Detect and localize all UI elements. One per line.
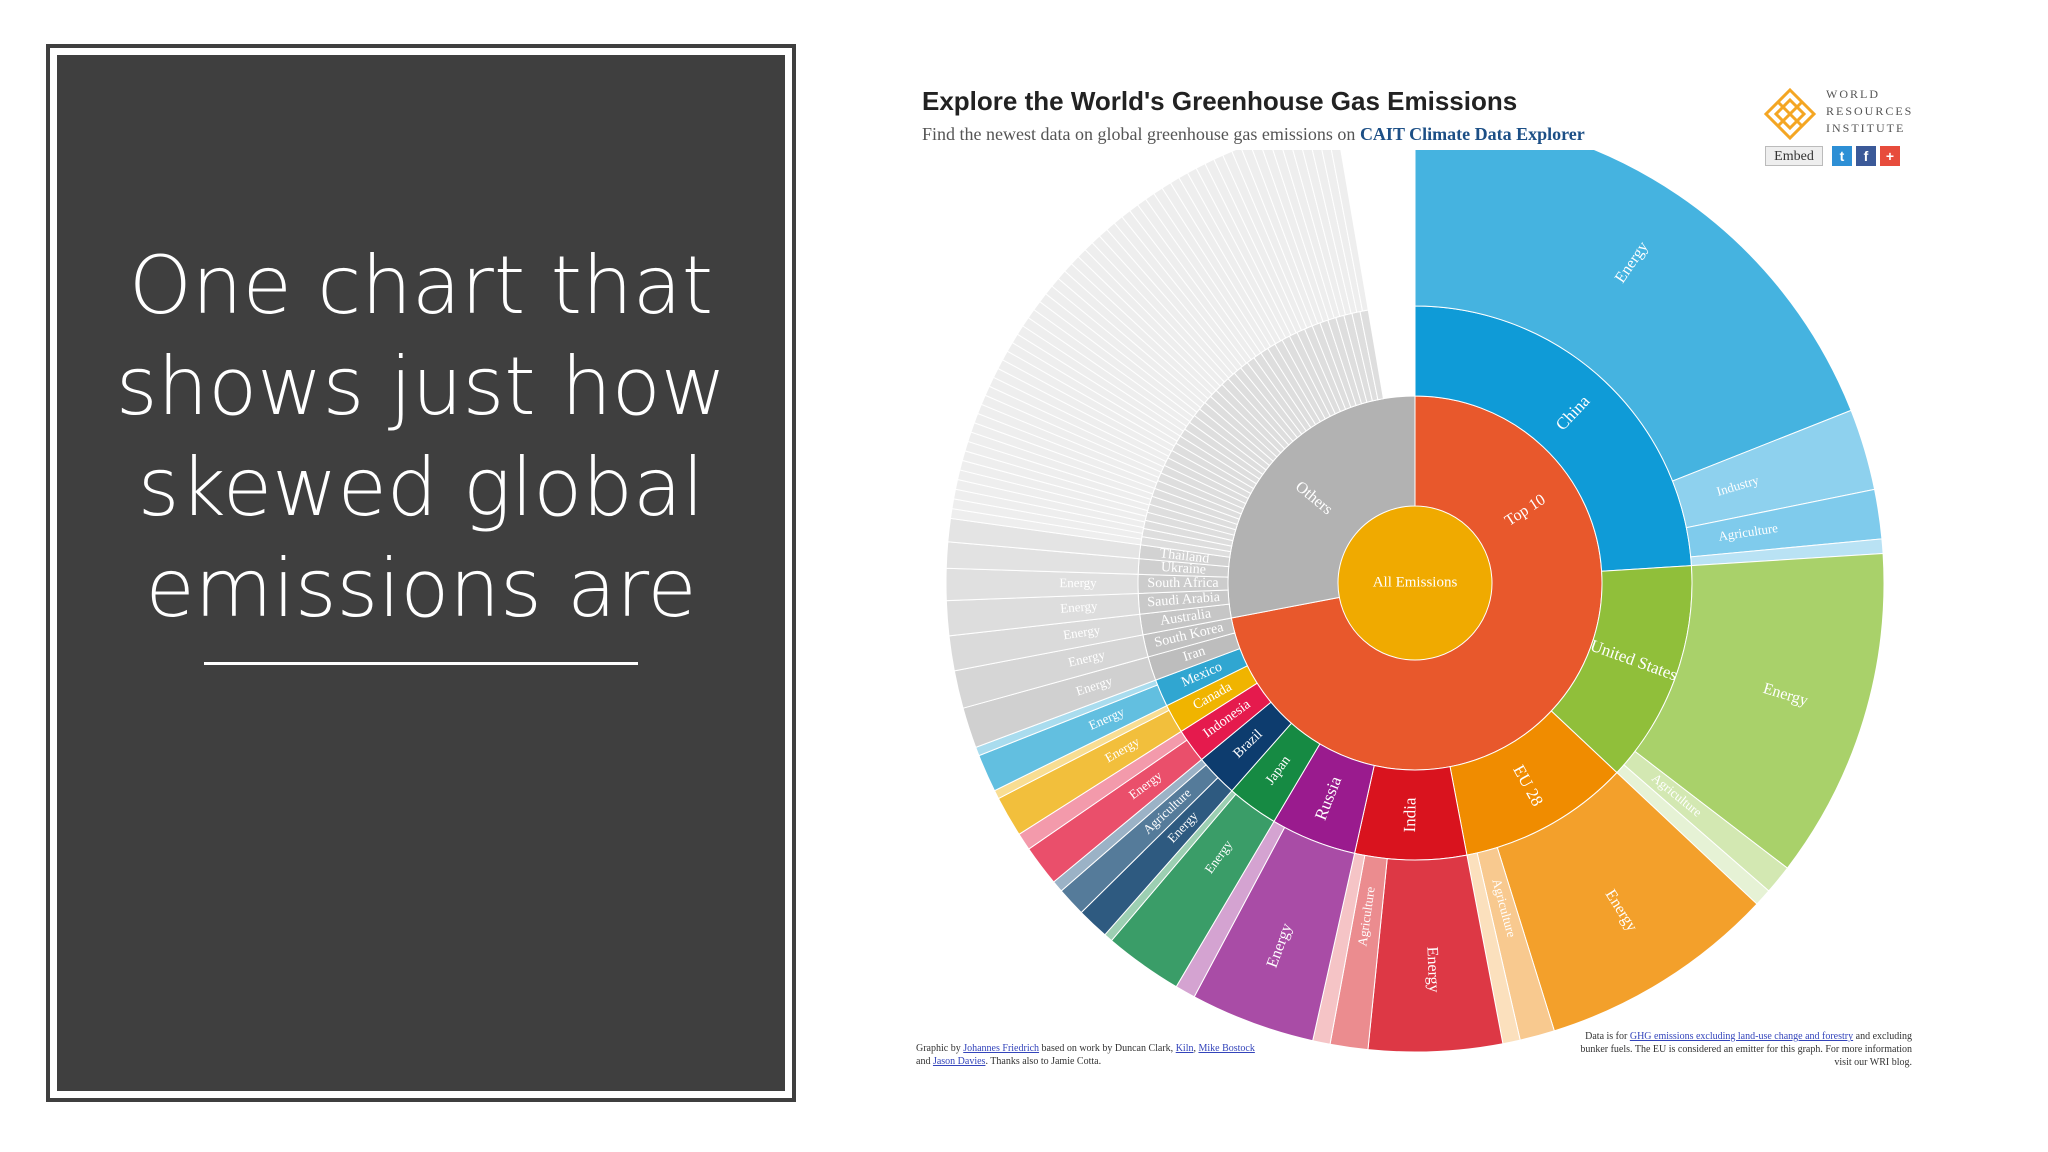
title-underline (204, 662, 638, 665)
wri-name-line3: INSTITUTE (1826, 121, 1906, 135)
facebook-icon[interactable]: f (1856, 146, 1876, 166)
credit-link-kiln[interactable]: Kiln (1175, 1043, 1194, 1054)
credit-link-ghg[interactable]: GHG emissions excluding land-use change … (1629, 1031, 1854, 1042)
wri-name: WORLD RESOURCES INSTITUTE (1826, 86, 1913, 137)
country-label-south-africa: South Africa (1147, 576, 1219, 591)
country-label-india: India (1400, 797, 1420, 833)
country-label-saudi-arabia: Saudi Arabia (1147, 590, 1221, 610)
wri-name-line2: RESOURCES (1826, 104, 1914, 118)
credit-link-davies[interactable]: Jason Davies (932, 1056, 986, 1067)
slide-title: One chart that shows just how skewed glo… (115, 239, 727, 635)
sector-arc-unlabeled-unlabeled[interactable] (1326, 150, 1369, 312)
embed-button[interactable]: Embed (1765, 146, 1823, 166)
center-all-emissions[interactable] (1338, 506, 1492, 660)
credit-text: based on work by Duncan Clark, (1041, 1043, 1174, 1054)
sector-label-saudi-arabia-energy: Energy (1060, 598, 1099, 616)
twitter-icon[interactable]: t (1832, 146, 1852, 166)
credit-text: and excluding bunker fuels. The EU is co… (1580, 1031, 1912, 1055)
credit-link-friedrich[interactable]: Johannes Friedrich (963, 1043, 1040, 1054)
center-label: All Emissions (1373, 574, 1458, 590)
wri-logo-icon (1763, 87, 1817, 141)
chart-subtitle-text: Find the newest data on global greenhous… (922, 124, 1356, 144)
cait-link[interactable]: CAIT Climate Data Explorer (1359, 124, 1585, 144)
credit-link-bostock[interactable]: Mike Bostock (1198, 1043, 1255, 1054)
chart-title: Explore the World's Greenhouse Gas Emiss… (922, 86, 1518, 116)
title-panel-inner: One chart that shows just how skewed glo… (57, 55, 785, 1091)
credit-text: Data is for (1585, 1031, 1628, 1042)
credit-left: Graphic by Johannes Friedrich based on w… (916, 1042, 1256, 1068)
credit-text: , (1193, 1043, 1196, 1054)
wri-name-line1: WORLD (1826, 87, 1880, 101)
share-plus-icon[interactable]: + (1880, 146, 1900, 166)
sector-label-india-energy: Energy (1423, 946, 1442, 993)
credit-text: For more information visit our WRI blog. (1825, 1044, 1912, 1068)
sector-label-south-africa-energy: Energy (1059, 575, 1097, 590)
country-label-iran: Iran (1181, 644, 1207, 665)
title-panel: One chart that shows just how skewed glo… (46, 44, 796, 1102)
chart-subtitle: Find the newest data on global greenhous… (922, 124, 1585, 145)
country-label-ukraine: Ukraine (1160, 560, 1206, 578)
sector-arc-china-energy[interactable] (1414, 150, 1852, 482)
credit-text: . Thanks also to Jamie Cotta. (985, 1056, 1102, 1067)
sector-label-australia-energy: Energy (1062, 622, 1102, 643)
credit-text: Graphic by (916, 1043, 961, 1054)
credit-right: Data is for GHG emissions excluding land… (1570, 1030, 1912, 1069)
credit-text: and (916, 1056, 931, 1067)
